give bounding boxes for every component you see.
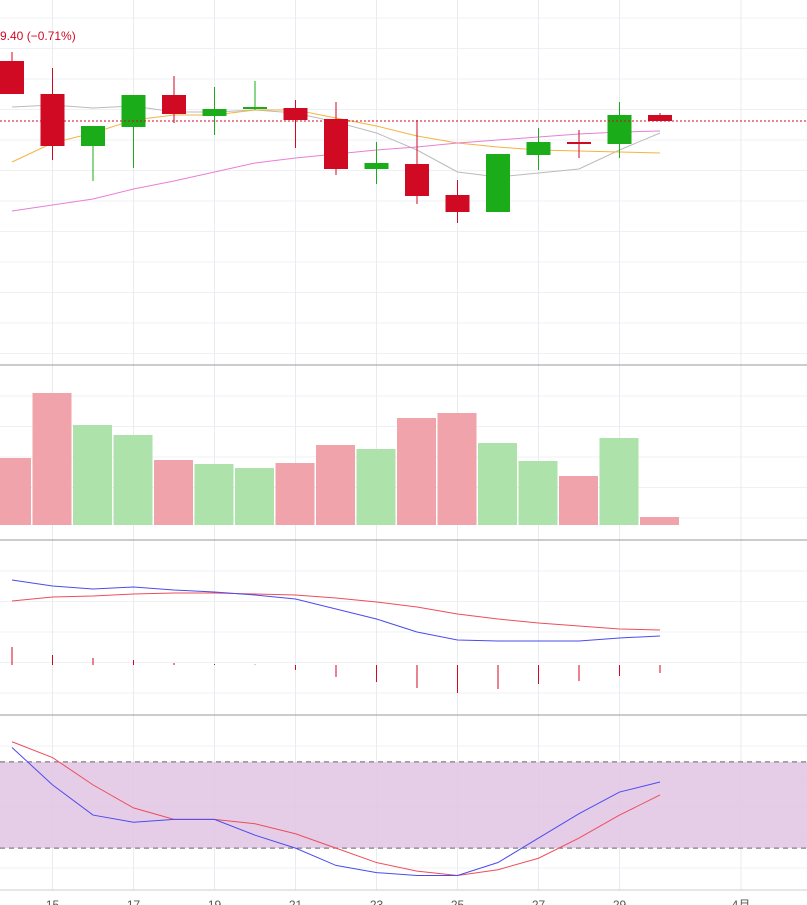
price-change: 9.40 (−0.71%) — [0, 29, 76, 43]
kdj-k — [11, 747, 661, 876]
candle-body — [283, 108, 308, 120]
macd-dea — [11, 592, 661, 631]
volume-bar — [73, 425, 112, 525]
candle-body — [405, 164, 429, 196]
volume-bar — [478, 443, 517, 525]
volume-bar — [194, 464, 234, 525]
x-tick-label: 25 — [451, 898, 465, 905]
volume-bar — [154, 460, 193, 525]
macd-dif — [11, 579, 661, 642]
candle-body — [243, 107, 267, 109]
candle-body — [162, 95, 186, 114]
volume-bar — [0, 458, 31, 525]
volume-bar — [356, 449, 396, 525]
x-tick-label: 27 — [532, 898, 546, 905]
candle-body — [40, 94, 65, 146]
x-tick-label: 4月 — [732, 898, 751, 905]
volume-bar — [235, 468, 274, 525]
volume-bar — [113, 435, 153, 525]
x-tick-label: 23 — [370, 898, 384, 905]
price-grid — [0, 0, 807, 365]
x-tick-label: 19 — [208, 898, 222, 905]
volume-bar — [316, 445, 355, 525]
volume-bar — [437, 413, 477, 525]
volume-bar — [559, 476, 598, 525]
candle-body — [567, 142, 591, 144]
candle-body — [121, 95, 146, 127]
x-tick-label: 29 — [613, 898, 627, 905]
candle-body — [445, 195, 470, 212]
candle-body — [526, 142, 551, 155]
candle-body — [364, 163, 389, 169]
candle-body — [648, 115, 672, 121]
x-tick-label: 21 — [289, 898, 303, 905]
candle-body — [81, 126, 105, 146]
volume-bar — [397, 418, 436, 525]
candle-body — [486, 154, 510, 212]
volume-bar — [640, 517, 679, 525]
x-tick-label: 17 — [127, 898, 141, 905]
kdj-d — [11, 741, 661, 876]
volume-bar — [275, 463, 315, 525]
overbought-band — [0, 761, 807, 849]
candle-body — [607, 115, 632, 144]
volume-bar — [599, 438, 639, 525]
candle-body — [324, 119, 348, 169]
candle-body — [0, 61, 24, 94]
volume-bar — [518, 461, 558, 525]
volume-bar — [32, 393, 72, 525]
x-tick-label: 15 — [46, 898, 60, 905]
candle-body — [202, 109, 227, 116]
